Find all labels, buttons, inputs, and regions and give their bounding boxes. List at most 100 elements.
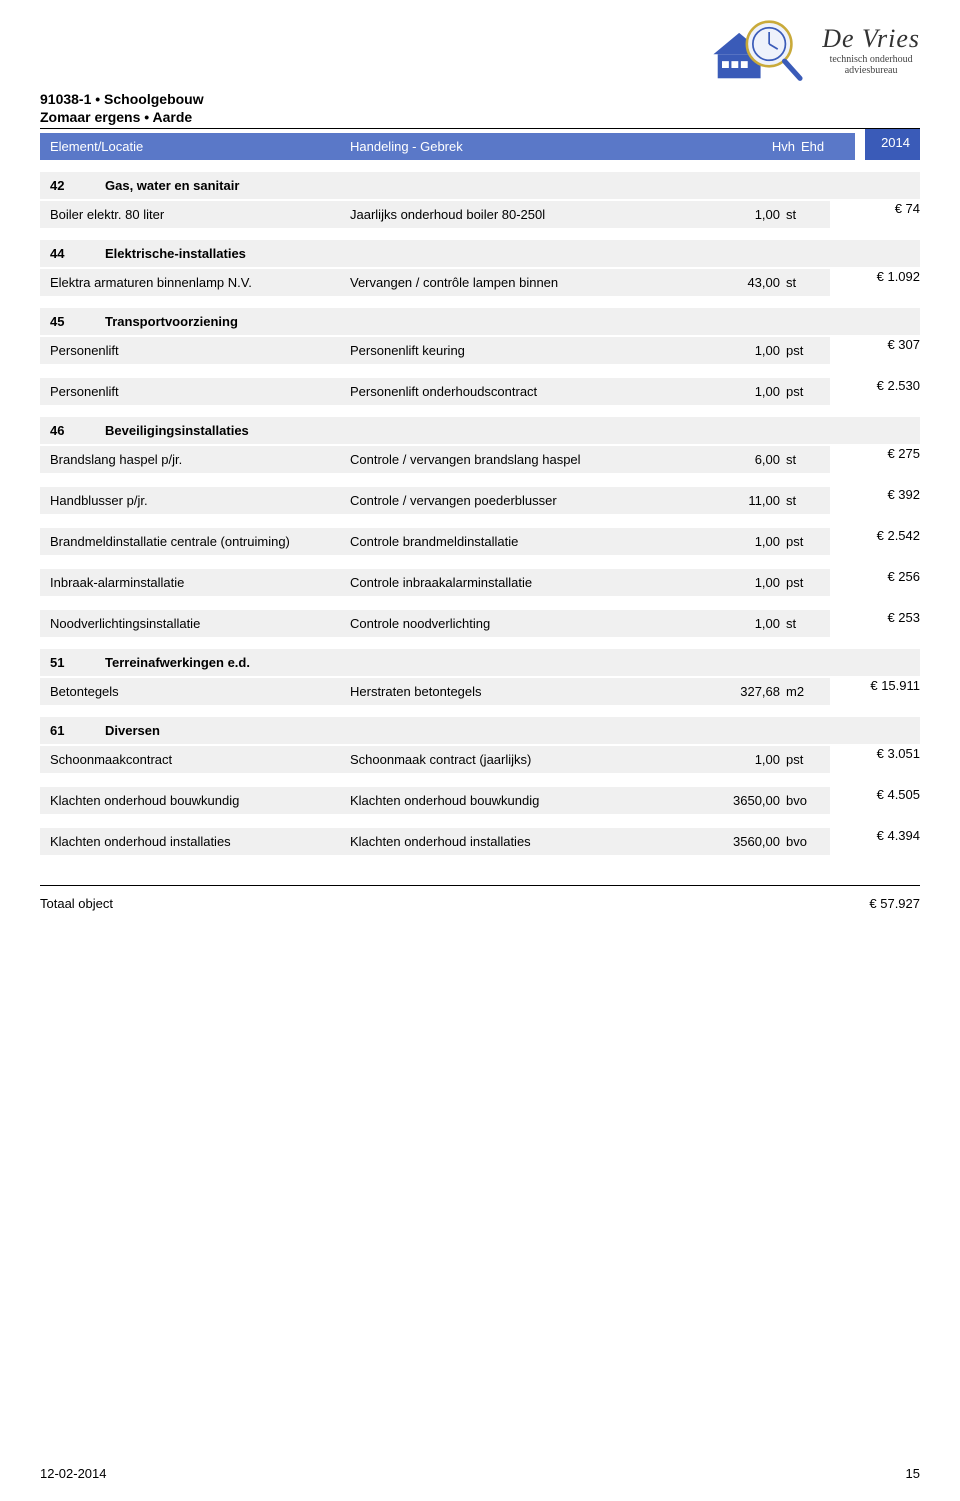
group-code: 46 <box>50 423 105 438</box>
cell-price: € 307 <box>840 337 920 364</box>
cell-handling: Herstraten betontegels <box>350 684 710 699</box>
cell-element: Personenlift <box>50 343 350 358</box>
group-header: 46Beveiligingsinstallaties <box>40 417 920 444</box>
data-row: Boiler elektr. 80 literJaarlijks onderho… <box>40 201 830 228</box>
cell-handling: Controle inbraakalarminstallatie <box>350 575 710 590</box>
table-row: Inbraak-alarminstallatieControle inbraak… <box>40 569 920 596</box>
cell-unit: st <box>780 275 820 290</box>
table-row: BetontegelsHerstraten betontegels327,68m… <box>40 678 920 705</box>
group-title: Diversen <box>105 723 160 738</box>
cell-unit: st <box>780 207 820 222</box>
cell-qty: 3650,00 <box>710 793 780 808</box>
col-element: Element/Locatie <box>50 139 350 154</box>
cell-qty: 1,00 <box>710 575 780 590</box>
page-footer: 12-02-2014 15 <box>40 1466 920 1481</box>
year-box: 2014 <box>865 129 920 160</box>
cell-element: Klachten onderhoud bouwkundig <box>50 793 350 808</box>
col-handling: Handeling - Gebrek <box>350 139 715 154</box>
table-row: Brandmeldinstallatie centrale (ontruimin… <box>40 528 920 555</box>
cell-handling: Personenlift onderhoudscontract <box>350 384 710 399</box>
cell-qty: 43,00 <box>710 275 780 290</box>
table-row: Elektra armaturen binnenlamp N.V.Vervang… <box>40 269 920 296</box>
group-title: Terreinafwerkingen e.d. <box>105 655 250 670</box>
data-row: Brandslang haspel p/jr.Controle / vervan… <box>40 446 830 473</box>
cell-handling: Controle / vervangen poederblusser <box>350 493 710 508</box>
table-row: Boiler elektr. 80 literJaarlijks onderho… <box>40 201 920 228</box>
cell-element: Inbraak-alarminstallatie <box>50 575 350 590</box>
table-row: Klachten onderhoud installatiesKlachten … <box>40 828 920 855</box>
data-row: Brandmeldinstallatie centrale (ontruimin… <box>40 528 830 555</box>
cell-price: € 2.542 <box>840 528 920 555</box>
footer-page: 15 <box>906 1466 920 1481</box>
cell-handling: Controle / vervangen brandslang haspel <box>350 452 710 467</box>
table-row: SchoonmaakcontractSchoonmaak contract (j… <box>40 746 920 773</box>
cell-price: € 256 <box>840 569 920 596</box>
cell-unit: pst <box>780 343 820 358</box>
table-row: PersonenliftPersonenlift onderhoudscontr… <box>40 378 920 405</box>
cell-handling: Klachten onderhoud bouwkundig <box>350 793 710 808</box>
cell-price: € 2.530 <box>840 378 920 405</box>
cell-unit: bvo <box>780 793 820 808</box>
cell-handling: Vervangen / contrôle lampen binnen <box>350 275 710 290</box>
cell-element: Elektra armaturen binnenlamp N.V. <box>50 275 350 290</box>
group-header: 44Elektrische-installaties <box>40 240 920 267</box>
doc-header: 91038-1 • Schoolgebouw Zomaar ergens • A… <box>40 90 920 129</box>
column-header-row: Element/Locatie Handeling - Gebrek Hvh E… <box>40 129 920 160</box>
cell-unit: pst <box>780 752 820 767</box>
footer-date: 12-02-2014 <box>40 1466 107 1481</box>
column-header: Element/Locatie Handeling - Gebrek Hvh E… <box>40 133 855 160</box>
data-row: NoodverlichtingsinstallatieControle nood… <box>40 610 830 637</box>
cell-unit: st <box>780 616 820 631</box>
group-title: Transportvoorziening <box>105 314 238 329</box>
cell-qty: 327,68 <box>710 684 780 699</box>
group-code: 51 <box>50 655 105 670</box>
cell-unit: pst <box>780 534 820 549</box>
cell-qty: 1,00 <box>710 384 780 399</box>
total-value: € 57.927 <box>820 896 920 911</box>
logo-brand: De Vries <box>822 24 920 54</box>
logo-subtitle-1: technisch onderhoud <box>822 54 920 65</box>
cell-element: Betontegels <box>50 684 350 699</box>
cell-price: € 15.911 <box>840 678 920 705</box>
cell-element: Schoonmaakcontract <box>50 752 350 767</box>
data-row: Inbraak-alarminstallatieControle inbraak… <box>40 569 830 596</box>
table-row: NoodverlichtingsinstallatieControle nood… <box>40 610 920 637</box>
cell-unit: m2 <box>780 684 820 699</box>
logo-text: De Vries technisch onderhoud adviesburea… <box>822 24 920 76</box>
cell-price: € 4.505 <box>840 787 920 814</box>
cell-unit: bvo <box>780 834 820 849</box>
groups-container: 42Gas, water en sanitair Boiler elektr. 8… <box>40 172 920 855</box>
cell-price: € 3.051 <box>840 746 920 773</box>
group-code: 42 <box>50 178 105 193</box>
cell-element: Noodverlichtingsinstallatie <box>50 616 350 631</box>
data-row: Klachten onderhoud bouwkundigKlachten on… <box>40 787 830 814</box>
cell-qty: 1,00 <box>710 752 780 767</box>
group-title: Gas, water en sanitair <box>105 178 239 193</box>
data-row: BetontegelsHerstraten betontegels327,68m… <box>40 678 830 705</box>
cell-handling: Controle noodverlichting <box>350 616 710 631</box>
total-label: Totaal object <box>40 896 820 911</box>
cell-element: Klachten onderhoud installaties <box>50 834 350 849</box>
cell-price: € 392 <box>840 487 920 514</box>
data-row: PersonenliftPersonenlift keuring1,00pst <box>40 337 830 364</box>
cell-element: Handblusser p/jr. <box>50 493 350 508</box>
cell-element: Personenlift <box>50 384 350 399</box>
cell-price: € 1.092 <box>840 269 920 296</box>
group-header: 61Diversen <box>40 717 920 744</box>
cell-unit: st <box>780 452 820 467</box>
cell-unit: pst <box>780 384 820 399</box>
col-qty: Hvh <box>715 139 795 154</box>
cell-element: Brandslang haspel p/jr. <box>50 452 350 467</box>
cell-handling: Personenlift keuring <box>350 343 710 358</box>
cell-qty: 1,00 <box>710 616 780 631</box>
group-header: 45Transportvoorziening <box>40 308 920 335</box>
cell-qty: 6,00 <box>710 452 780 467</box>
cell-price: € 74 <box>840 201 920 228</box>
group-code: 61 <box>50 723 105 738</box>
col-unit: Ehd <box>795 139 845 154</box>
logo-block: De Vries technisch onderhoud adviesburea… <box>692 10 920 90</box>
data-row: Handblusser p/jr.Controle / vervangen po… <box>40 487 830 514</box>
house-clock-icon <box>692 10 812 90</box>
cell-unit: st <box>780 493 820 508</box>
total-row: Totaal object € 57.927 <box>40 885 920 911</box>
